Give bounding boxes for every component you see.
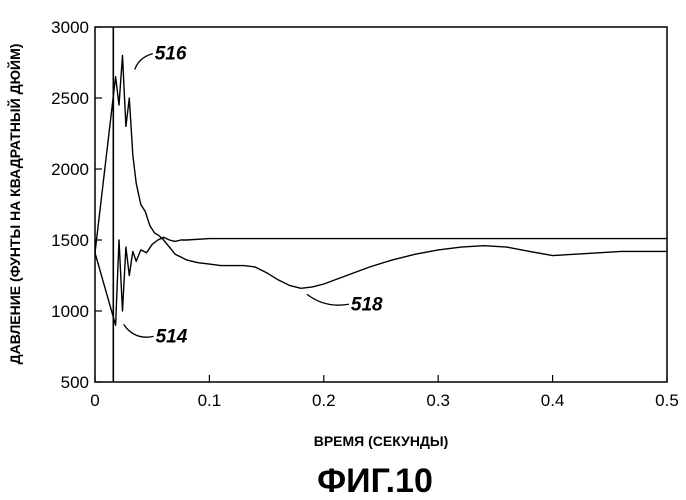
- annotation-arrow: [307, 294, 349, 305]
- y-tick-label: 2500: [51, 89, 89, 108]
- y-axis-label: ДАВЛЕНИЕ (ФУНТЫ НА КВАДРАТНЫЙ ДЮЙМ): [6, 44, 23, 365]
- y-tick-label: 2000: [51, 160, 89, 179]
- y-tick-label: 1000: [51, 302, 89, 321]
- axis-ticks: 0 0.1 0.2 0.3 0.4 0.5 500 1000 1500 2000 2500 3000: [51, 18, 679, 410]
- y-tick-label: 3000: [51, 18, 89, 37]
- x-tick-label: 0.1: [198, 391, 222, 410]
- annotation-label: 518: [351, 294, 383, 315]
- y-tick-label: 500: [61, 373, 89, 392]
- y-tick-label: 1500: [51, 231, 89, 250]
- x-tick-label: 0: [90, 391, 99, 410]
- x-tick-label: 0.4: [541, 391, 565, 410]
- annotation-label: 514: [156, 326, 188, 347]
- x-tick-label: 0.5: [655, 391, 679, 410]
- annotation-arrow: [124, 324, 154, 337]
- annotation-layer: 516 514 518: [124, 44, 383, 348]
- x-tick-label: 0.3: [426, 391, 450, 410]
- series-line-516: [95, 55, 667, 288]
- figure-label: ФИГ.10: [317, 462, 433, 500]
- x-tick-label: 0.2: [312, 391, 336, 410]
- annotation-label: 516: [155, 44, 187, 65]
- annotation-arrow: [135, 54, 153, 70]
- x-axis-label: ВРЕМЯ (СЕКУНДЫ): [314, 433, 449, 449]
